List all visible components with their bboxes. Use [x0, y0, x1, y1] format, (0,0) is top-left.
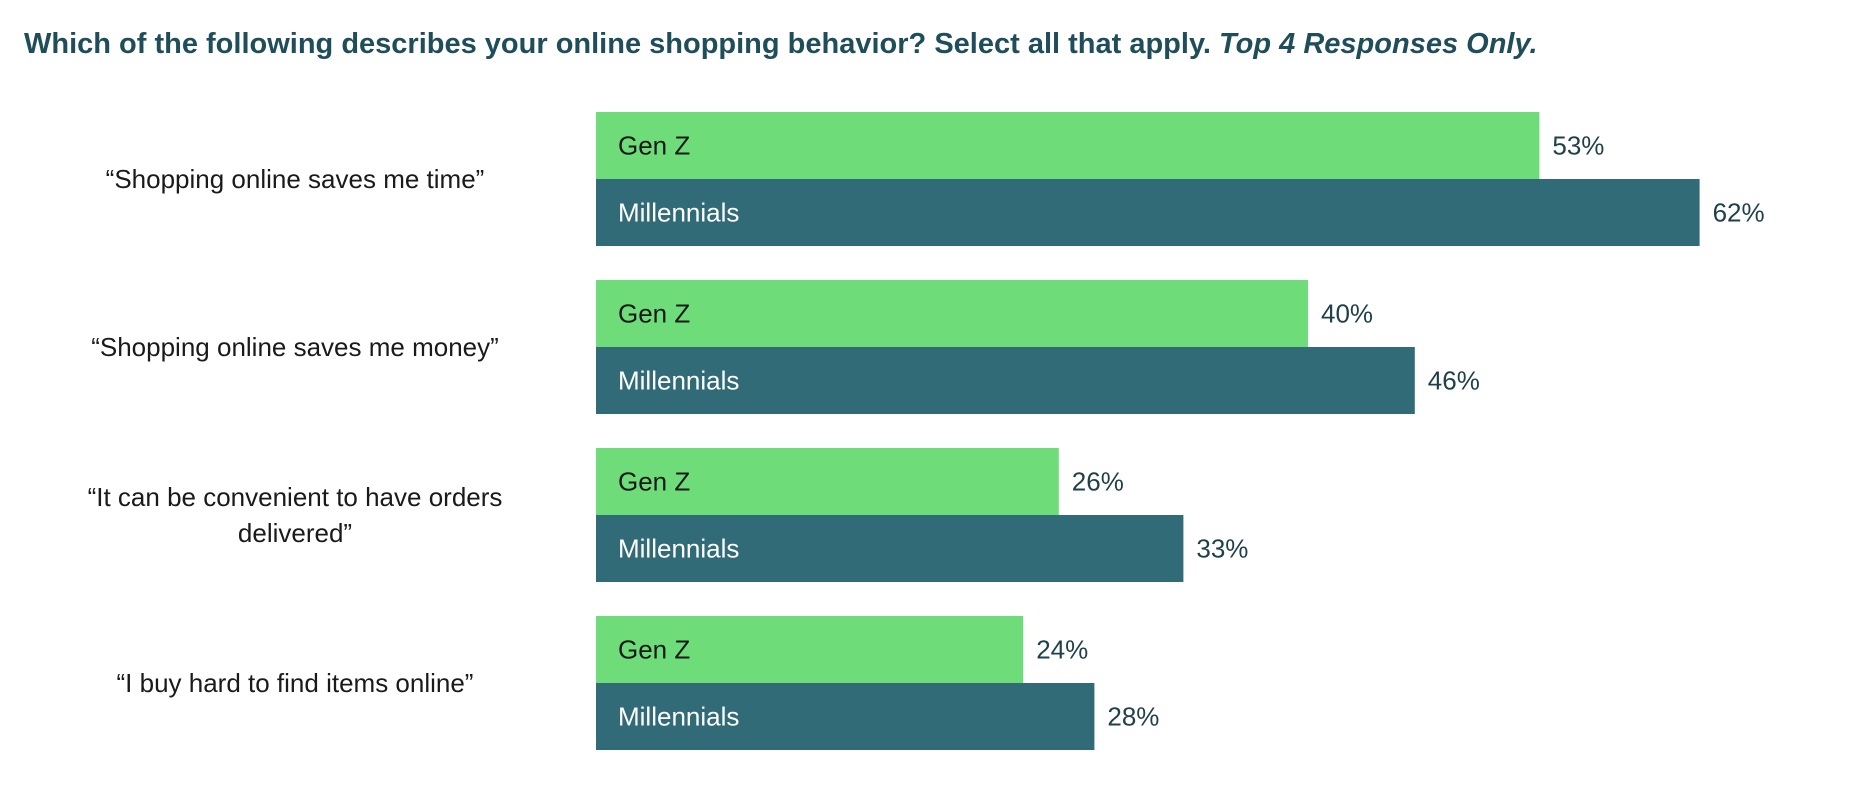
bar-millennials	[596, 347, 1415, 414]
data-label: 46%	[1428, 366, 1480, 396]
series-name-label: Millennials	[618, 198, 739, 228]
category-label: “Shopping online saves me money”	[91, 332, 499, 362]
series-name-label: Gen Z	[618, 467, 690, 497]
chart-title: Which of the following describes your on…	[24, 28, 1824, 61]
bar-gen-z	[596, 112, 1540, 179]
series-name-label: Millennials	[618, 366, 739, 396]
data-label: 24%	[1036, 635, 1088, 665]
bar-millennials	[596, 179, 1700, 246]
series-name-label: Gen Z	[618, 299, 690, 329]
series-name-label: Millennials	[618, 702, 739, 732]
series-name-label: Gen Z	[618, 131, 690, 161]
bar-gen-z	[596, 280, 1308, 347]
data-label: 53%	[1552, 131, 1604, 161]
chart-title-emphasis: Top 4 Responses Only.	[1219, 28, 1538, 60]
category-label: delivered”	[238, 518, 352, 548]
bar-millennials	[596, 515, 1184, 582]
chart-title-main: Which of the following describes your on…	[24, 28, 1211, 60]
data-label: 40%	[1321, 299, 1373, 329]
data-label: 33%	[1196, 534, 1248, 564]
bar-gen-z	[596, 616, 1024, 683]
bar-millennials	[596, 683, 1095, 750]
data-label: 62%	[1713, 198, 1765, 228]
category-label: “It can be convenient to have orders	[88, 482, 503, 512]
series-name-label: Gen Z	[618, 635, 690, 665]
data-label: 28%	[1107, 702, 1159, 732]
series-name-label: Millennials	[618, 534, 739, 564]
bar-gen-z	[596, 448, 1059, 515]
category-label: “Shopping online saves me time”	[106, 164, 485, 194]
data-label: 26%	[1072, 467, 1124, 497]
category-label: “I buy hard to find items online”	[117, 668, 474, 698]
